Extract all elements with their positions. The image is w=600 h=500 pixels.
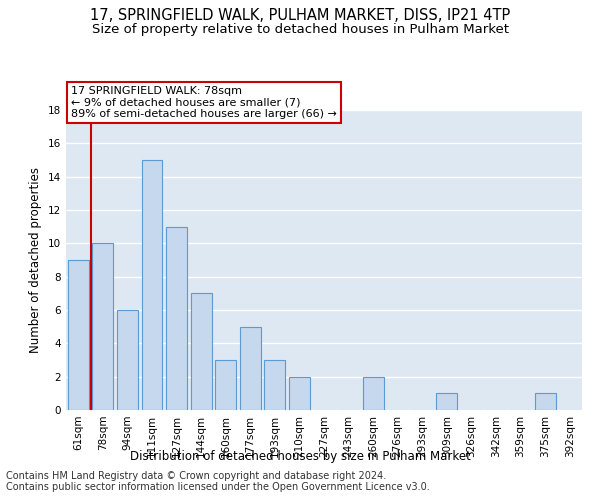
Text: Size of property relative to detached houses in Pulham Market: Size of property relative to detached ho… xyxy=(91,22,509,36)
Bar xyxy=(265,360,286,410)
Bar xyxy=(289,376,310,410)
Bar xyxy=(240,326,261,410)
Bar xyxy=(191,294,212,410)
Bar xyxy=(362,376,383,410)
Bar xyxy=(535,394,556,410)
Text: 17, SPRINGFIELD WALK, PULHAM MARKET, DISS, IP21 4TP: 17, SPRINGFIELD WALK, PULHAM MARKET, DIS… xyxy=(90,8,510,22)
Bar xyxy=(436,394,457,410)
Bar xyxy=(117,310,138,410)
Bar xyxy=(166,226,187,410)
Bar xyxy=(215,360,236,410)
Text: Distribution of detached houses by size in Pulham Market: Distribution of detached houses by size … xyxy=(130,450,470,463)
Text: Contains public sector information licensed under the Open Government Licence v3: Contains public sector information licen… xyxy=(6,482,430,492)
Bar xyxy=(92,244,113,410)
Text: Contains HM Land Registry data © Crown copyright and database right 2024.: Contains HM Land Registry data © Crown c… xyxy=(6,471,386,481)
Y-axis label: Number of detached properties: Number of detached properties xyxy=(29,167,43,353)
Text: 17 SPRINGFIELD WALK: 78sqm
← 9% of detached houses are smaller (7)
89% of semi-d: 17 SPRINGFIELD WALK: 78sqm ← 9% of detac… xyxy=(71,86,337,119)
Bar xyxy=(68,260,89,410)
Bar xyxy=(142,160,163,410)
